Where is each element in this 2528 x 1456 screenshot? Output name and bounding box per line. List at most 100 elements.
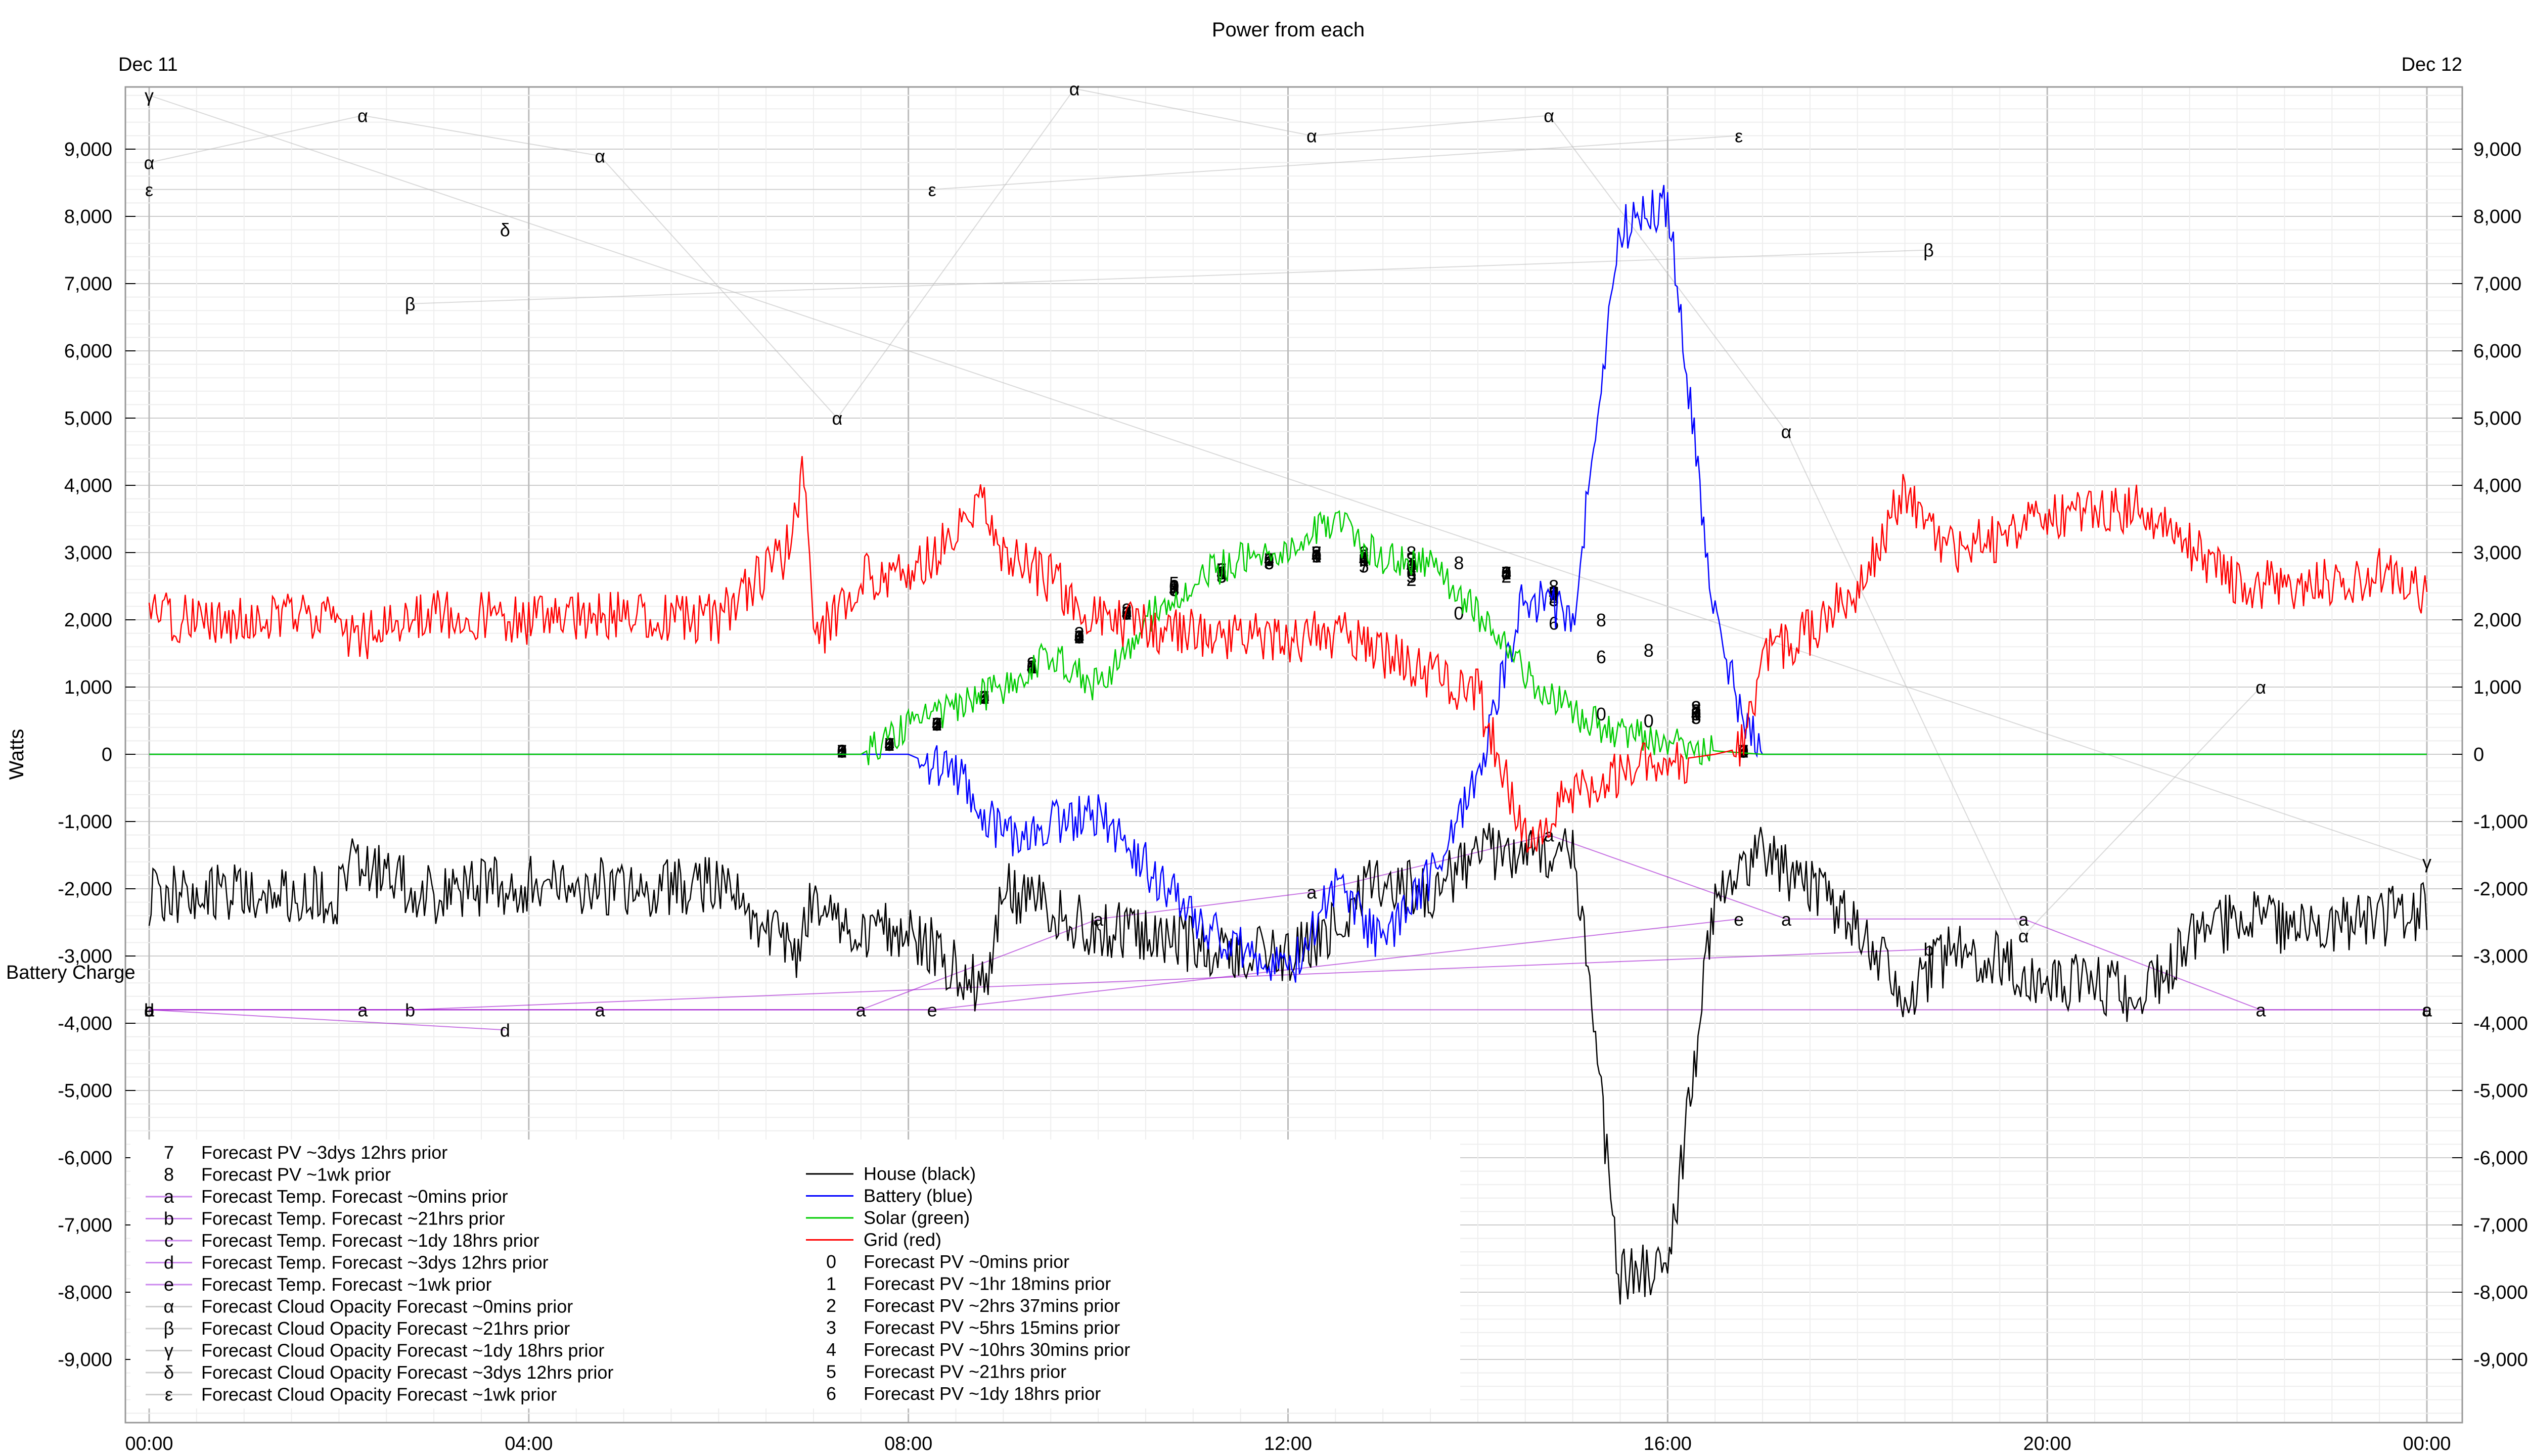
forecast-marker: β bbox=[1923, 240, 1934, 261]
y-tick-label-right: -2,000 bbox=[2473, 879, 2528, 900]
forecast-marker: γ bbox=[2422, 852, 2431, 873]
forecast-marker: 2 bbox=[837, 741, 847, 761]
forecast-marker: α bbox=[1069, 78, 1080, 99]
y-tick-label-left: 8,000 bbox=[64, 206, 112, 228]
forecast-marker: b bbox=[1924, 939, 1934, 960]
legend-label: Forecast PV ~2hrs 37mins prior bbox=[864, 1295, 1120, 1316]
legend-label: Forecast PV ~3dys 12hrs prior bbox=[201, 1142, 447, 1163]
legend-label: Solar (green) bbox=[864, 1207, 970, 1228]
legend-symbol: 4 bbox=[826, 1339, 836, 1360]
forecast-marker: 0 bbox=[837, 741, 847, 761]
forecast-marker: 7 bbox=[837, 741, 847, 761]
y-tick-label-right: -4,000 bbox=[2473, 1013, 2528, 1034]
legend-symbol: d bbox=[164, 1252, 174, 1273]
y-tick-label-left: -9,000 bbox=[58, 1349, 112, 1371]
forecast-marker: 0 bbox=[1596, 704, 1606, 724]
y-tick-label-left: 7,000 bbox=[64, 274, 112, 295]
forecast-marker: 0 bbox=[1264, 549, 1274, 570]
y-tick-label-right: -7,000 bbox=[2473, 1215, 2528, 1236]
x-tick-label: 16:00 bbox=[1644, 1433, 1692, 1454]
y-tick-label-left: 4,000 bbox=[64, 475, 112, 496]
y-tick-label-right: 2,000 bbox=[2473, 610, 2521, 631]
forecast-marker: 3 bbox=[932, 714, 942, 735]
forecast-marker: 8 bbox=[1691, 697, 1701, 718]
y-tick-label-right: -1,000 bbox=[2473, 811, 2528, 833]
legend-label: Forecast Temp. Forecast ~3dys 12hrs prio… bbox=[201, 1252, 549, 1273]
forecast-line bbox=[149, 135, 1739, 190]
forecast-marker: 8 bbox=[1312, 542, 1322, 563]
forecast-marker: e bbox=[1734, 909, 1744, 930]
forecast-marker: α bbox=[595, 146, 605, 166]
forecast-marker: 7 bbox=[1501, 563, 1511, 583]
y-tick-label-right: -6,000 bbox=[2473, 1148, 2528, 1169]
legend-label: Forecast Temp. Forecast ~1wk prior bbox=[201, 1274, 492, 1295]
legend-label: House (black) bbox=[864, 1163, 976, 1184]
y-tick-label-left: -7,000 bbox=[58, 1215, 112, 1236]
legend-label: Forecast Cloud Opacity Forecast ~0mins p… bbox=[201, 1296, 573, 1317]
legend-symbol: γ bbox=[164, 1340, 173, 1361]
forecast-marker: 8 bbox=[884, 734, 894, 755]
legend-label: Grid (red) bbox=[864, 1230, 941, 1250]
forecast-marker: 1 bbox=[1407, 556, 1417, 577]
y-tick-label-right: -5,000 bbox=[2473, 1080, 2528, 1102]
legend-symbol: c bbox=[164, 1230, 173, 1251]
forecast-marker: 8 bbox=[1549, 576, 1559, 597]
legend-label: Forecast PV ~1wk prior bbox=[201, 1164, 391, 1185]
legend-symbol: 3 bbox=[826, 1317, 836, 1338]
forecast-marker: 0 bbox=[1074, 626, 1085, 647]
forecast-marker: 2 bbox=[1501, 566, 1511, 587]
forecast-marker: 0 bbox=[1407, 556, 1417, 577]
forecast-marker: e bbox=[144, 999, 154, 1020]
forecast-marker: a bbox=[2422, 999, 2432, 1020]
y-tick-label-right: 9,000 bbox=[2473, 139, 2521, 160]
forecast-marker: ε bbox=[1735, 125, 1743, 146]
forecast-marker: 8 bbox=[1169, 576, 1179, 597]
legend-symbol: a bbox=[164, 1186, 174, 1207]
y-tick-label-left: -4,000 bbox=[58, 1013, 112, 1034]
forecast-marker: 7 bbox=[1312, 542, 1322, 563]
x-tick-label: 12:00 bbox=[1264, 1433, 1312, 1454]
forecast-marker: 8 bbox=[1121, 603, 1132, 624]
forecast-marker: 6 bbox=[1596, 647, 1606, 667]
legend-label: Forecast PV ~1hr 18mins prior bbox=[864, 1273, 1111, 1294]
forecast-marker: 3 bbox=[837, 741, 847, 761]
legend-label: Forecast Cloud Opacity Forecast ~1wk pri… bbox=[201, 1384, 557, 1405]
forecast-marker: 5 bbox=[1312, 542, 1322, 563]
legend-label: Battery (blue) bbox=[864, 1186, 973, 1206]
forecast-marker: 7 bbox=[932, 714, 942, 735]
forecast-line bbox=[149, 88, 2262, 937]
forecast-marker: 5 bbox=[1169, 573, 1179, 594]
measured-power-series bbox=[148, 185, 2428, 1305]
y-tick-label-left: -1,000 bbox=[58, 811, 112, 833]
forecast-marker: 1 bbox=[1264, 549, 1274, 570]
legend-label: Forecast Temp. Forecast ~21hrs prior bbox=[201, 1208, 505, 1229]
legend-box bbox=[130, 1140, 1460, 1408]
forecast-marker: 6 bbox=[932, 714, 942, 735]
axes: 9,000 9,000 8,000 8,000 7,000 7,000 6,000 6,000… bbox=[58, 139, 2528, 1454]
y-tick-label-right: 6,000 bbox=[2473, 341, 2521, 362]
forecast-marker: 3 bbox=[1501, 563, 1511, 583]
legend-label: Forecast Temp. Forecast ~1dy 18hrs prior bbox=[201, 1230, 539, 1251]
forecast-line bbox=[149, 918, 1739, 1011]
forecast-marker: 2 bbox=[1312, 542, 1322, 563]
forecast-marker: 4 bbox=[1264, 549, 1274, 570]
legend-symbol: e bbox=[164, 1274, 174, 1295]
legend-symbol: ε bbox=[165, 1384, 173, 1405]
legend-label: Forecast PV ~10hrs 30mins prior bbox=[864, 1339, 1130, 1360]
x-tick-label: 20:00 bbox=[2023, 1433, 2071, 1454]
forecast-marker: 6 bbox=[1501, 563, 1511, 583]
forecast-marker: 6 bbox=[1549, 613, 1559, 634]
forecast-marker: α bbox=[2255, 677, 2266, 698]
forecast-marker: 5 bbox=[932, 714, 942, 735]
battery-charge-label: Battery Charge bbox=[6, 962, 136, 983]
x-tick-label: 00:00 bbox=[125, 1433, 173, 1454]
legend-label: Forecast PV ~0mins prior bbox=[864, 1251, 1069, 1272]
legend-symbol: β bbox=[164, 1318, 174, 1339]
forecast-marker: 2 bbox=[1264, 549, 1274, 570]
forecast-marker: a bbox=[1544, 825, 1555, 846]
forecast-marker: 1 bbox=[1312, 546, 1322, 567]
forecast-marker: a bbox=[2018, 909, 2029, 930]
forecast-marker: 8 bbox=[1644, 640, 1654, 661]
